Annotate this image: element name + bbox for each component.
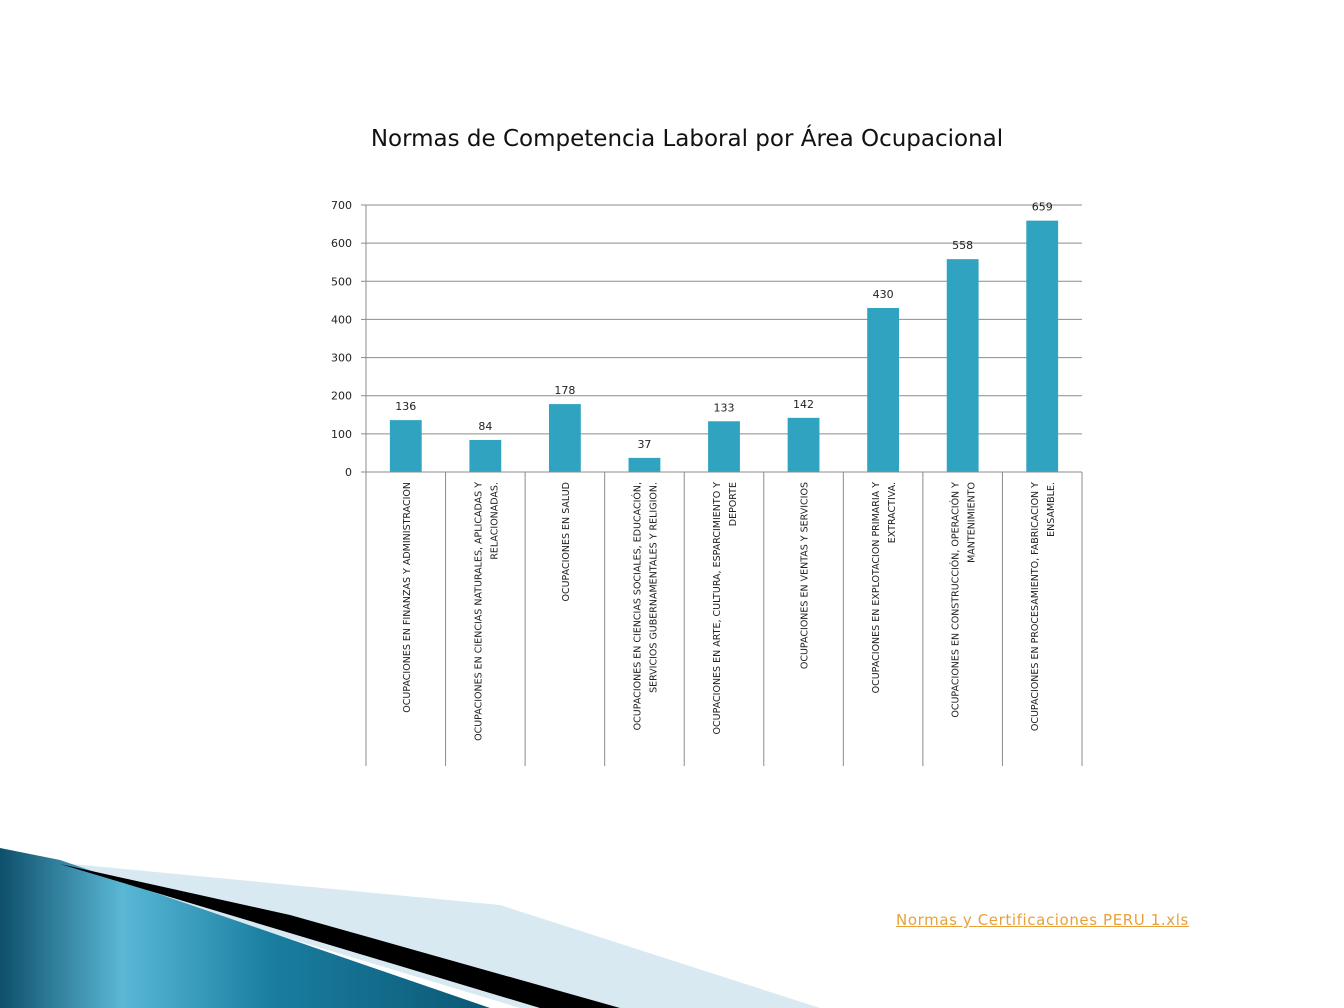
data-label: 142	[793, 398, 814, 411]
x-category-label: DEPORTE	[728, 482, 739, 526]
bar	[1026, 220, 1059, 472]
data-label: 136	[395, 400, 416, 413]
x-category-label: OCUPACIONES EN ARTE, CULTURA, ESPARCIMIE…	[712, 482, 723, 735]
x-category-label: OCUPACIONES EN EXPLOTACION PRIMARIA Y	[871, 482, 882, 694]
data-label: 659	[1032, 201, 1053, 214]
x-category-label: RELACIONADAS.	[489, 482, 500, 560]
data-label: 133	[714, 401, 735, 414]
data-label: 558	[952, 239, 973, 252]
y-tick-label: 300	[331, 352, 352, 365]
data-label: 430	[873, 288, 894, 301]
y-tick-label: 600	[331, 237, 352, 250]
y-tick-label: 100	[331, 428, 352, 441]
y-tick-label: 700	[331, 199, 352, 212]
bar	[708, 421, 740, 472]
data-label: 37	[637, 438, 651, 451]
x-category-label: OCUPACIONES EN PROCESAMIENTO, FABRICACIO…	[1030, 482, 1041, 731]
y-tick-label: 200	[331, 390, 352, 403]
data-label: 84	[478, 420, 492, 433]
x-category-label: SERVICIOS GUBERNAMENTALES Y RELIGION.	[648, 482, 659, 693]
bar	[469, 439, 502, 472]
x-category-label: OCUPACIONES EN VENTAS Y SERVICIOS	[800, 482, 811, 669]
bar	[867, 307, 900, 472]
bar	[628, 457, 661, 472]
x-category-label: OCUPACIONES EN CONSTRUCCIÓN, OPERACIÓN Y	[950, 482, 962, 718]
x-category-label: EXTRACTIVA.	[887, 482, 898, 543]
y-tick-label: 0	[345, 466, 352, 479]
bar	[787, 417, 820, 472]
x-category-label: MANTENIMIENTO	[967, 482, 978, 563]
x-category-label: OCUPACIONES EN CIENCIAS NATURALES, APLIC…	[473, 482, 484, 741]
bar	[548, 404, 581, 472]
y-tick-label: 400	[331, 313, 352, 326]
chart-title: Normas de Competencia Laboral por Área O…	[370, 126, 1004, 152]
x-category-label: OCUPACIONES EN FINANZAS Y ADMINISTRACION	[402, 482, 413, 713]
excel-file-link[interactable]: Normas y Certificaciones PERU 1.xls	[896, 911, 1189, 929]
bar	[389, 420, 422, 472]
x-category-label: ENSAMBLE.	[1046, 482, 1057, 537]
x-category-label: OCUPACIONES EN CIENCIAS SOCIALES, EDUCAC…	[631, 482, 643, 730]
data-label: 178	[554, 384, 575, 397]
y-tick-label: 500	[331, 275, 352, 288]
x-category-label: OCUPACIONES EN SALUD	[561, 482, 572, 602]
bar	[946, 259, 979, 472]
